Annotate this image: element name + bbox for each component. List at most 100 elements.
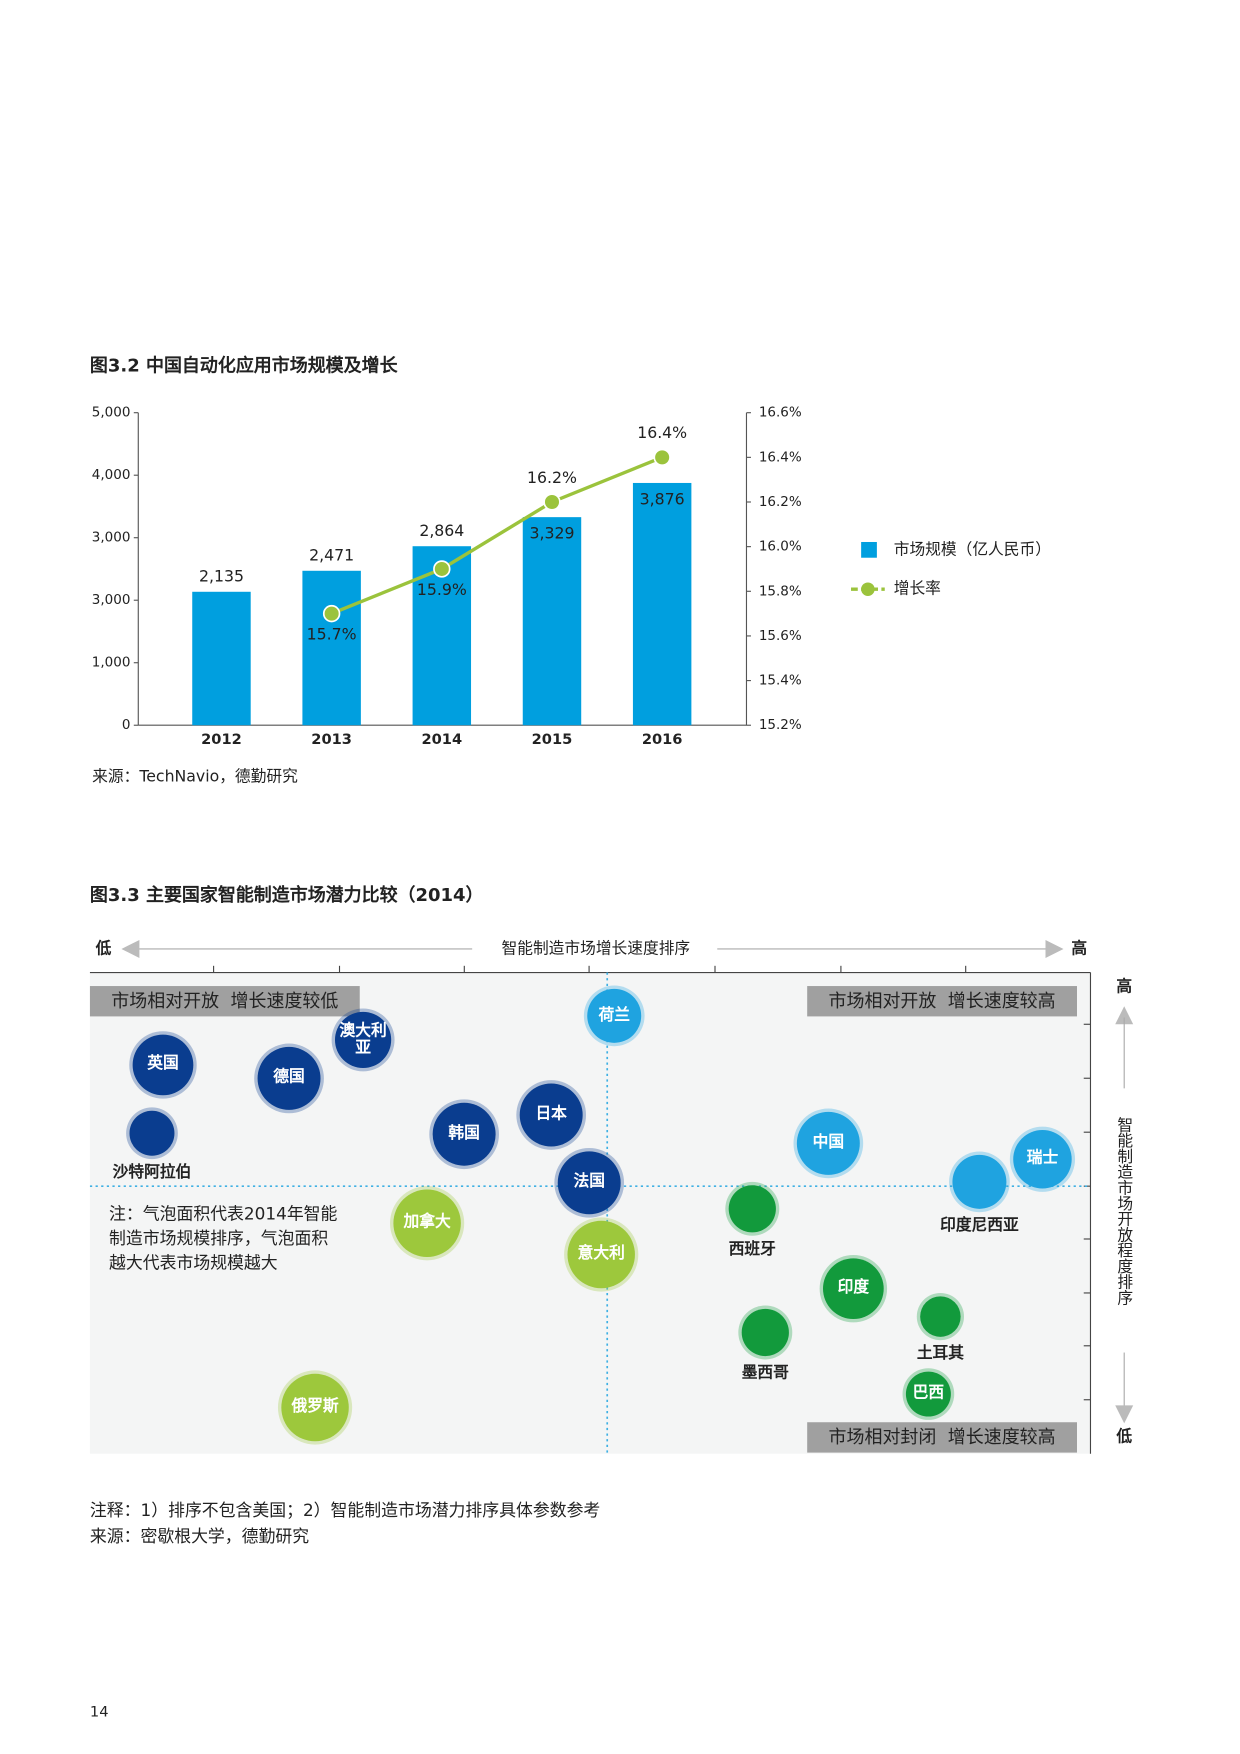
note: 制造市场规模排序，气泡面积 [109, 1228, 328, 1248]
bubble-label: 意大利 [577, 1244, 625, 1263]
bubble [129, 1110, 175, 1156]
bubble-label-box: 中国 [812, 1133, 845, 1152]
y2-tick-label: 15.8% [759, 583, 802, 599]
legend-label: 增长率 [894, 579, 941, 598]
bubble-label: 澳大利亚 [339, 1021, 387, 1057]
bubble-label: 土耳其 [917, 1343, 964, 1362]
bubble-label-box: 意大利 [577, 1244, 625, 1263]
y2-tick-label: 15.4% [759, 673, 802, 689]
y2-tick-label: 16.0% [759, 539, 802, 555]
bubble-label: 日本 [535, 1105, 567, 1124]
bubble-label: 荷兰 [598, 1006, 630, 1025]
y-tick-label: 5,000 [92, 405, 131, 421]
bubble [132, 1034, 194, 1096]
source: 来源：TechNavio，德勤研究 [92, 766, 298, 785]
bubble [587, 988, 642, 1043]
note: 注：气泡面积代表2014年智能 [109, 1203, 337, 1223]
chart-title: 图3.3 主要国家智能制造市场潜力比较（2014） [90, 884, 484, 906]
bubble [567, 1220, 635, 1289]
x-axis-label: 智能制造市场增长速度排序 [502, 938, 691, 957]
bubble-label: 加拿大 [403, 1213, 451, 1232]
growth-point [322, 604, 341, 623]
bubble-label: 瑞士 [1026, 1149, 1059, 1168]
y2-tick-label: 16.4% [759, 449, 802, 465]
bubble-label: 西班牙 [729, 1239, 776, 1258]
bubble-label-box: 韩国 [448, 1125, 479, 1142]
bar [522, 517, 582, 726]
bubble [334, 1011, 392, 1069]
bubble [822, 1258, 884, 1320]
y-axis-label: 智能制造市场开放程度排序 [1115, 1116, 1134, 1306]
legend-swatch [861, 582, 875, 596]
bar-value-label: 2,471 [309, 546, 354, 565]
bar-value-label: 3,329 [529, 524, 574, 543]
bar-value-label: 3,876 [640, 489, 685, 508]
bubble [557, 1151, 621, 1215]
y-tick-label: 3,000 [92, 592, 131, 608]
growth-value-label: 16.2% [527, 468, 577, 487]
bubble-label: 中国 [812, 1133, 845, 1152]
bubble [257, 1046, 321, 1110]
bubble [728, 1185, 776, 1233]
bubble [920, 1296, 961, 1337]
x-tick-label: 2015 [532, 731, 573, 748]
bubble-label: 法国 [573, 1173, 605, 1192]
bubble-label: 巴西 [912, 1384, 945, 1403]
growth-value-label: 16.4% [637, 423, 687, 442]
bubble-label: 印度尼西亚 [940, 1215, 1019, 1234]
bar [632, 482, 692, 726]
arrow-head [1115, 1006, 1134, 1025]
bubble [1013, 1130, 1072, 1189]
bubble-label: 沙特阿拉伯 [113, 1162, 192, 1181]
quadrant-label: 市场相对开放 增长速度较高 [829, 991, 1056, 1012]
chart-title: 图3.2 中国自动化应用市场规模及增长 [90, 355, 399, 377]
bubble-label-box: 澳大利亚 [339, 1021, 387, 1057]
bubble-label-box: 印度 [837, 1278, 870, 1297]
growth-point [433, 560, 451, 578]
y2-tick-label: 16.2% [759, 494, 802, 510]
bubble-label-box: 俄罗斯 [291, 1398, 338, 1415]
x-tick-label: 2014 [421, 731, 462, 748]
quadrant-box [807, 986, 1077, 1017]
legend-label: 市场规模（亿人民币） [894, 539, 1051, 558]
y-tick-label: 0 [122, 717, 131, 733]
growth-value-label: 15.7% [307, 624, 357, 643]
legend-swatch [861, 541, 877, 558]
x-tick-label: 2012 [201, 731, 242, 748]
growth-line [331, 455, 663, 616]
bubble-label: 印度 [837, 1278, 870, 1297]
bubble [905, 1371, 951, 1417]
bar-value-label: 2,864 [419, 521, 464, 540]
growth-value-label: 15.9% [417, 580, 467, 599]
bar [192, 591, 251, 726]
y-high: 高 [1116, 977, 1132, 996]
note: 越大代表市场规模越大 [109, 1253, 278, 1273]
y-low: 低 [1115, 1426, 1132, 1445]
bubble-label: 墨西哥 [742, 1362, 789, 1381]
y2-tick-label: 15.6% [759, 628, 802, 644]
bubble-label-box: 日本 [535, 1105, 567, 1124]
y-tick-label: 1,000 [92, 655, 131, 671]
bubble [393, 1189, 461, 1257]
x-high: 高 [1071, 938, 1087, 957]
quadrant-label: 市场相对封闭 增长速度较高 [829, 1427, 1056, 1448]
bubble-label-box: 法国 [573, 1173, 605, 1192]
bubble-label-box: 荷兰 [598, 1006, 630, 1025]
bubble-label: 德国 [273, 1068, 305, 1087]
bubble-label-box: 巴西 [912, 1384, 945, 1403]
bubble-label-box: 加拿大 [403, 1213, 451, 1232]
bubble-label: 英国 [147, 1055, 179, 1074]
arrow-head [1115, 1405, 1134, 1424]
bubble [432, 1102, 496, 1166]
footnote: 注释：1）排序不包含美国；2）智能制造市场潜力排序具体参数参考 [90, 1500, 600, 1520]
bar [302, 570, 361, 726]
bubble [281, 1373, 349, 1442]
y2-tick-label: 15.2% [759, 717, 802, 733]
quadrant-label: 市场相对开放 增长速度较低 [111, 991, 338, 1012]
x-low: 低 [95, 938, 112, 957]
bubble-label-box: 瑞士 [1026, 1149, 1059, 1168]
arrow-head [1045, 939, 1064, 958]
footnote: 来源：密歇根大学，德勤研究 [90, 1526, 309, 1546]
